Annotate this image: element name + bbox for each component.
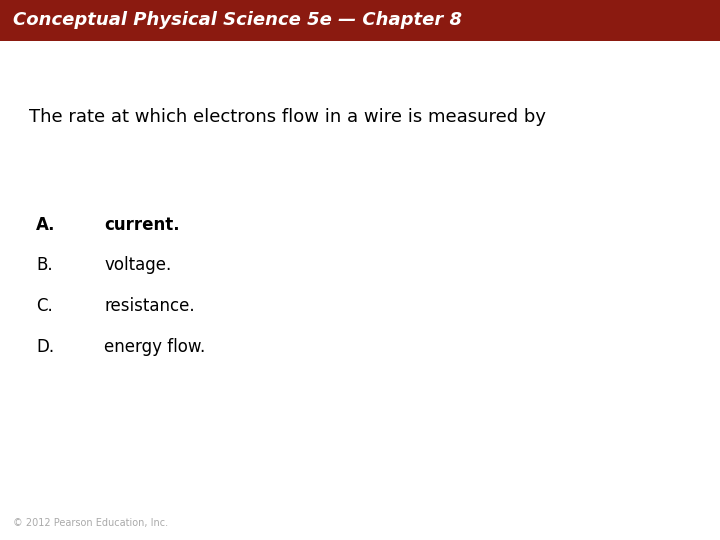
Bar xyxy=(0,0,720,40)
Text: © 2012 Pearson Education, Inc.: © 2012 Pearson Education, Inc. xyxy=(13,518,168,528)
Text: voltage.: voltage. xyxy=(104,256,171,274)
Text: A.: A. xyxy=(36,216,55,234)
Text: energy flow.: energy flow. xyxy=(104,338,206,355)
Text: C.: C. xyxy=(36,297,53,315)
Text: B.: B. xyxy=(36,256,53,274)
Text: Conceptual Physical Science 5e — Chapter 8: Conceptual Physical Science 5e — Chapter… xyxy=(13,11,462,29)
Text: resistance.: resistance. xyxy=(104,297,195,315)
Text: The rate at which electrons flow in a wire is measured by: The rate at which electrons flow in a wi… xyxy=(29,108,546,126)
Text: D.: D. xyxy=(36,338,54,355)
Text: current.: current. xyxy=(104,216,180,234)
